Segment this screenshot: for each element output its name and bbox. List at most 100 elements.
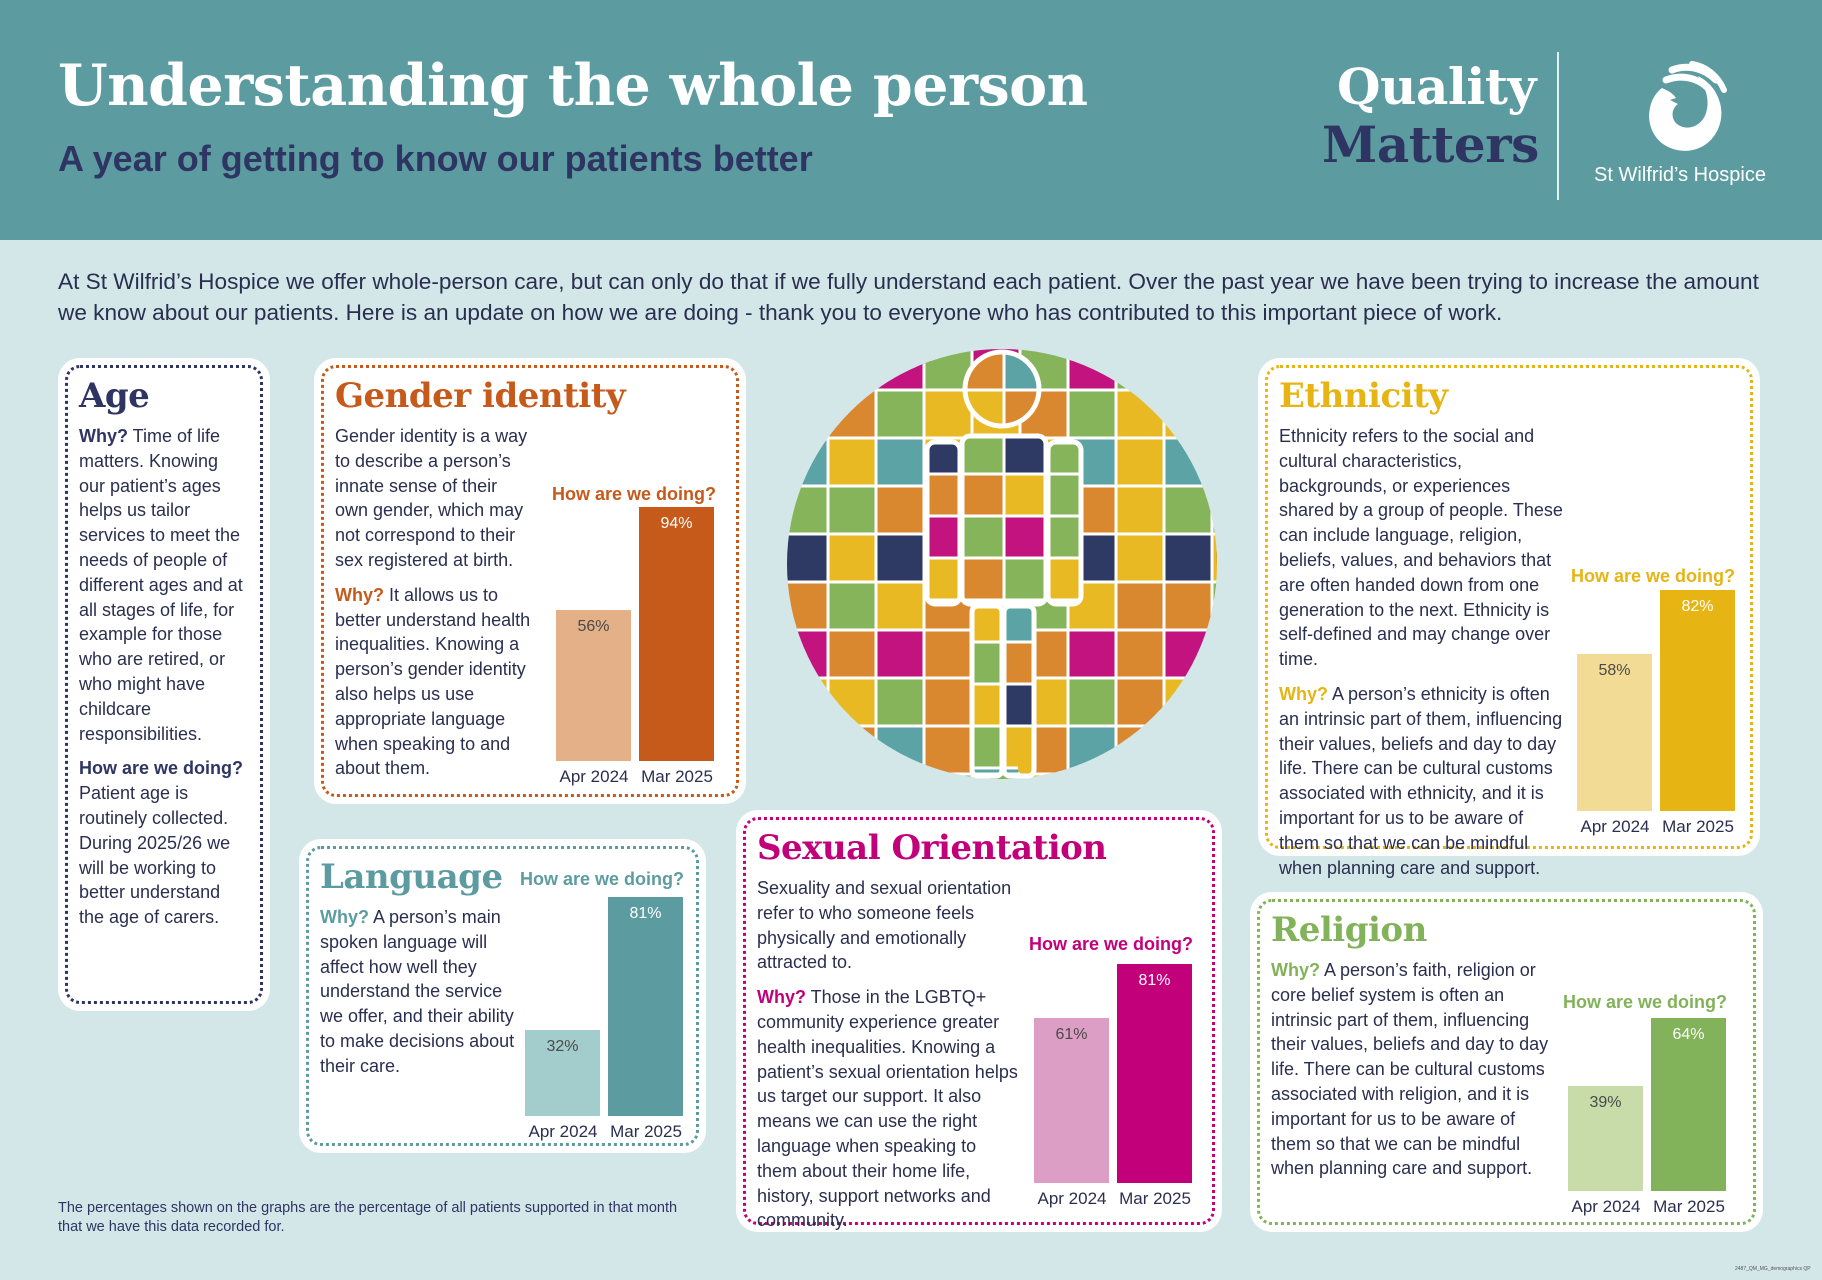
gender-chart-heading: How are we doing? (551, 484, 716, 504)
puzzle-knob (1228, 766, 1240, 782)
category-label: Mar 2025 (641, 767, 713, 786)
ethnicity-card: Ethnicity Ethnicity refers to the social… (1258, 358, 1760, 878)
intro-text: At St Wilfrid’s Hospice we offer whole-p… (58, 269, 1759, 325)
age-how-label: How are we doing? (79, 758, 244, 779)
language-chart-heading: How are we doing? (519, 869, 684, 889)
puzzle-knob (1179, 717, 1197, 735)
bar-value-label: 32% (546, 1037, 579, 1055)
puzzle-piece (1172, 390, 1214, 432)
puzzle-knob (1228, 467, 1240, 481)
puzzle-knob (1186, 425, 1200, 439)
header-banner: Understanding the whole person A year of… (0, 0, 1822, 240)
puzzle-knob (1203, 741, 1217, 759)
puzzle-piece (1066, 772, 1118, 779)
religion-card: Religion Why? A person’s faith, religion… (1250, 892, 1763, 1232)
sexual-intro: Sexuality and sexual orientation refer t… (757, 878, 1012, 973)
puzzle-knob (795, 717, 813, 735)
puzzle-piece (1114, 724, 1166, 776)
category-label: Apr 2024 (1037, 1189, 1107, 1208)
header-divider (1557, 52, 1559, 200)
bar-value-label: 81% (629, 905, 662, 923)
ethnicity-why-label: Why? (1279, 683, 1328, 704)
puzzle-piece (1214, 600, 1240, 642)
puzzle-knob (1156, 790, 1172, 800)
puzzle-piece (922, 772, 974, 779)
puzzle-knob (819, 741, 837, 759)
puzzle-piece (787, 676, 830, 728)
category-label: Mar 2025 (1662, 817, 1734, 836)
puzzle-knob (1203, 453, 1217, 471)
puzzle-knob (1060, 790, 1076, 800)
bar-sexual-0 (1034, 1018, 1109, 1183)
bar-value-label: 82% (1681, 597, 1714, 615)
puzzle-knob (1207, 446, 1221, 460)
category-label: Apr 2024 (1580, 817, 1650, 836)
puzzle-knob (1123, 362, 1137, 376)
puzzle-person-icon (787, 348, 1240, 800)
category-label: Mar 2025 (1653, 1197, 1725, 1216)
sexual-orientation-bar-chart: 61% Apr 2024 81% Mar 2025 (1034, 913, 1194, 1208)
puzzle-knob (964, 790, 980, 800)
puzzle-piece (1210, 628, 1217, 680)
puzzle-piece (787, 724, 830, 776)
puzzle-knob (1228, 478, 1240, 494)
puzzle-piece (1172, 726, 1214, 768)
puzzle-piece (826, 349, 878, 392)
bar-value-label: 58% (1598, 662, 1631, 680)
puzzle-piece (1162, 772, 1214, 779)
bar-value-label: 94% (660, 515, 693, 533)
puzzle-piece (1210, 532, 1217, 584)
document-code: 2487_QM_MG_demographics QP (1735, 1266, 1811, 1272)
bar-value-label: 56% (577, 617, 610, 635)
puzzle-knob (1203, 645, 1217, 663)
puzzle-piece (922, 628, 974, 680)
puzzle-piece (1162, 676, 1214, 728)
puzzle-knob (1102, 761, 1116, 775)
puzzle-knob (819, 357, 837, 375)
age-why-label: Why? (79, 426, 128, 446)
sexual-orientation-card: Sexual Orientation Sexuality and sexual … (736, 810, 1222, 1232)
puzzle-knob (1017, 760, 1033, 776)
puzzle-knob (1203, 357, 1217, 375)
brand-line-1: Quality (1337, 57, 1536, 116)
person-outline (924, 349, 1084, 779)
puzzle-piece (1210, 436, 1217, 488)
ethnicity-title: Ethnicity (1279, 376, 1448, 416)
puzzle-knob (1228, 670, 1240, 686)
religion-why-label: Why? (1271, 960, 1320, 980)
sexual-chart-heading: How are we doing? (1028, 934, 1193, 954)
bar-gender-1 (639, 507, 714, 761)
puzzle-piece (1214, 642, 1240, 684)
puzzle-piece (1210, 484, 1217, 536)
bar-ethnicity-0 (1577, 654, 1652, 811)
bar-religion-1 (1651, 1018, 1726, 1191)
page-title: Understanding the whole person (58, 52, 1088, 119)
puzzle-knob (795, 429, 813, 447)
puzzle-knob (1165, 404, 1179, 418)
hospice-dove-hand-icon (1649, 61, 1727, 151)
puzzle-piece (1214, 390, 1240, 432)
puzzle-piece (787, 772, 830, 779)
category-label: Apr 2024 (528, 1122, 598, 1141)
bar-value-label: 81% (1138, 972, 1171, 990)
gender-why-text: It allows us to better understand health… (335, 584, 531, 779)
puzzle-knob (1107, 357, 1125, 375)
puzzle-piece (1214, 348, 1240, 390)
religion-chart-heading: How are we doing? (1562, 992, 1727, 1012)
age-title: Age (79, 376, 150, 416)
puzzle-knob (1228, 383, 1240, 397)
bar-value-label: 64% (1672, 1026, 1705, 1044)
bar-value-label: 39% (1589, 1093, 1622, 1111)
age-card: Age Why? Time of life matters. Knowing o… (58, 358, 270, 1011)
language-card: Language Why? A person’s main spoken lan… (299, 839, 706, 1153)
category-label: Apr 2024 (1571, 1197, 1641, 1216)
ethnicity-bar-chart: 58% Apr 2024 82% Mar 2025 (1577, 541, 1737, 836)
puzzle-piece (874, 349, 926, 392)
puzzle-piece (1214, 726, 1240, 768)
puzzle-piece (787, 349, 830, 392)
puzzle-knob (1186, 761, 1200, 775)
sexual-why-text: Those in the LGBTQ+ community experience… (757, 987, 1018, 1231)
category-label: Apr 2024 (559, 767, 629, 786)
puzzle-knob (1228, 574, 1240, 590)
puzzle-knob (1186, 677, 1200, 691)
